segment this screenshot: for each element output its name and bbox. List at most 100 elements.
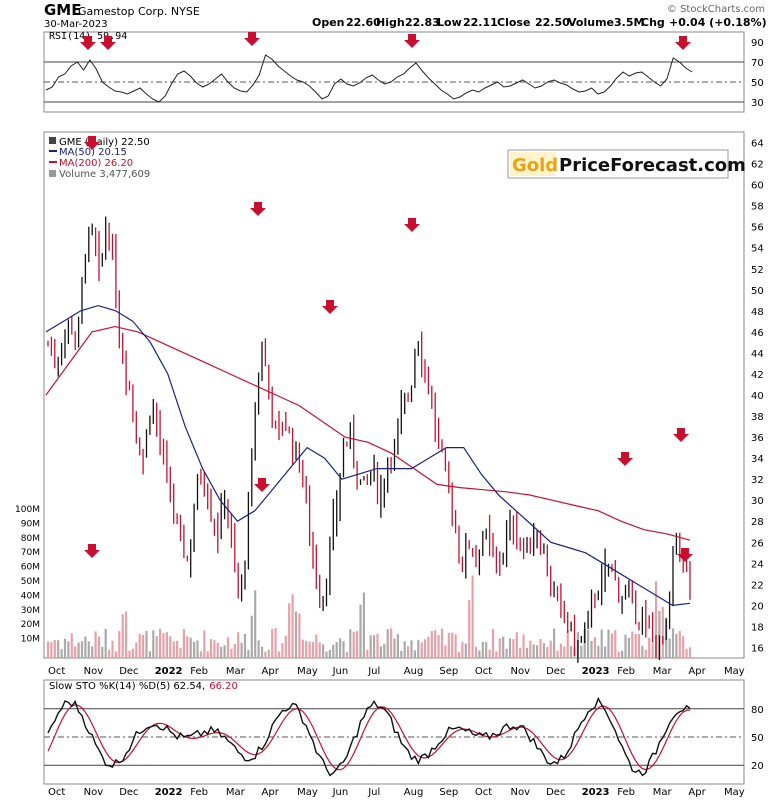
rsi-tick-label: 30 bbox=[751, 98, 764, 109]
x-tick-label: Jun bbox=[332, 787, 349, 798]
x-tick-label: Apr bbox=[688, 787, 706, 798]
volume-tick-label: 60M bbox=[21, 563, 40, 573]
price-axis-ticks: 64 62 60 58 56 54 52 50 48 46 44 42 40 38 36 34 32 30 28 26… bbox=[751, 139, 764, 655]
price-tick-label: 16 bbox=[751, 643, 764, 654]
rsi-tick-label: 70 bbox=[751, 58, 764, 69]
x-tick-label: Nov bbox=[511, 666, 531, 677]
sto-panel-frame bbox=[43, 679, 745, 785]
open-label: Open bbox=[312, 16, 345, 29]
price-tick-label: 62 bbox=[751, 160, 764, 171]
price-bars bbox=[47, 216, 691, 663]
ma50-legend-swatch bbox=[49, 150, 57, 152]
price-tick-label: 34 bbox=[751, 454, 764, 465]
signal-arrow-icon bbox=[250, 202, 266, 216]
signal-arrow-icon bbox=[617, 452, 633, 466]
sto-d-line bbox=[47, 704, 691, 771]
price-legend-text: GME (Daily) 22.50 bbox=[59, 137, 150, 148]
x-tick-label: Feb bbox=[190, 666, 208, 677]
sto-tick-label: 50 bbox=[751, 733, 764, 744]
sto-legend-prefix: Slow STO %K(14) %D(5) 62.54, bbox=[49, 681, 205, 692]
x-tick-label: Dec bbox=[546, 787, 565, 798]
volume-bars bbox=[46, 575, 692, 658]
volume-tick-label: 80M bbox=[21, 534, 40, 544]
x-tick-label: Apr bbox=[262, 787, 280, 798]
volume-tick-label: 40M bbox=[21, 591, 40, 601]
x-tick-label: Mar bbox=[226, 787, 246, 798]
close-label: Close bbox=[497, 16, 530, 29]
price-panel-frame bbox=[43, 131, 745, 659]
x-tick-label: Sep bbox=[439, 666, 458, 677]
volume-legend-swatch bbox=[49, 170, 56, 177]
x-tick-label: Jul bbox=[367, 787, 380, 798]
x-axis-labels-price: Oct Nov Dec 2022 Feb Mar Apr May Jun Jul Aug Sep Oct… bbox=[48, 666, 745, 677]
low-value: 22.11 bbox=[463, 16, 498, 29]
signal-arrow-icon bbox=[673, 428, 689, 442]
x-tick-label: Oct bbox=[475, 666, 492, 677]
price-tick-label: 30 bbox=[751, 496, 764, 507]
x-tick-label: Dec bbox=[119, 666, 138, 677]
ma50-legend-text: MA(50) 20.15 bbox=[59, 147, 127, 158]
price-tick-label: 48 bbox=[751, 307, 764, 318]
volume-tick-label: 30M bbox=[21, 606, 40, 616]
x-tick-label: Feb bbox=[617, 666, 635, 677]
signal-arrows bbox=[80, 32, 693, 562]
price-tick-label: 52 bbox=[751, 265, 764, 276]
x-tick-label: Jun bbox=[332, 666, 349, 677]
x-tick-label: Apr bbox=[688, 666, 706, 677]
rsi-reference-lines bbox=[44, 61, 744, 103]
signal-arrow-icon bbox=[254, 478, 270, 492]
x-tick-label: Nov bbox=[511, 787, 531, 798]
x-tick-label: Apr bbox=[262, 666, 280, 677]
logo-gold-bg bbox=[510, 152, 556, 176]
x-tick-label: Oct bbox=[48, 787, 65, 798]
price-tick-label: 22 bbox=[751, 580, 764, 591]
volume-tick-label: 100M bbox=[15, 505, 40, 515]
x-tick-label: Mar bbox=[653, 666, 673, 677]
volume-axis-ticks: 100M 90M 80M 70M 60M 50M 40M 30M 20M 10M bbox=[15, 505, 40, 645]
signal-arrow-icon bbox=[84, 544, 100, 558]
x-tick-label: Feb bbox=[190, 787, 208, 798]
volume-legend-text: Volume 3,477,609 bbox=[59, 169, 150, 180]
volume-tick-label: 50M bbox=[21, 577, 40, 587]
close-value: 22.50 bbox=[535, 16, 570, 29]
signal-arrow-icon bbox=[675, 36, 691, 50]
source-credit: © StockCharts.com bbox=[667, 4, 765, 15]
signal-arrow-icon bbox=[84, 136, 100, 150]
sto-axis-ticks: 80 50 20 bbox=[751, 705, 764, 772]
sto-legend-d: 66.20 bbox=[209, 681, 238, 692]
price-legend-swatch bbox=[49, 137, 56, 144]
x-tick-label: 2023 bbox=[582, 787, 610, 798]
chg-label: Chg bbox=[641, 16, 665, 29]
x-tick-label: Dec bbox=[119, 787, 138, 798]
x-tick-label: Nov bbox=[84, 787, 104, 798]
x-tick-label: Nov bbox=[84, 666, 104, 677]
x-tick-label: 2023 bbox=[582, 666, 610, 677]
price-legend: GME (Daily) 22.50 MA(50) 20.15 MA(200) 2… bbox=[49, 137, 150, 180]
volume-value: 3.5M bbox=[614, 16, 644, 29]
rsi-tick-label: 90 bbox=[751, 38, 764, 49]
open-value: 22.60 bbox=[346, 16, 381, 29]
price-tick-label: 50 bbox=[751, 286, 764, 297]
x-tick-label: May bbox=[297, 787, 318, 798]
signal-arrow-icon bbox=[100, 36, 116, 50]
ma200-line bbox=[45, 325, 691, 541]
price-tick-label: 46 bbox=[751, 328, 764, 339]
price-tick-label: 38 bbox=[751, 412, 764, 423]
rsi-panel-frame bbox=[43, 31, 745, 113]
high-value: 22.83 bbox=[405, 16, 440, 29]
sto-tick-label: 80 bbox=[751, 705, 764, 716]
chg-value: +0.04 (+0.18%) bbox=[669, 16, 767, 29]
x-tick-label: May bbox=[724, 666, 745, 677]
volume-tick-label: 70M bbox=[21, 548, 40, 558]
rsi-tick-label: 50 bbox=[751, 78, 764, 89]
price-tick-label: 18 bbox=[751, 622, 764, 633]
logo-rest-text: PriceForecast.com bbox=[559, 155, 746, 176]
price-tick-label: 42 bbox=[751, 370, 764, 381]
price-tick-label: 28 bbox=[751, 517, 764, 528]
price-tick-label: 56 bbox=[751, 223, 764, 234]
ma50-line bbox=[45, 304, 691, 607]
price-tick-label: 58 bbox=[751, 202, 764, 213]
sto-legend: Slow STO %K(14) %D(5) 62.54, 66.20 bbox=[49, 681, 238, 692]
x-tick-label: Mar bbox=[653, 787, 673, 798]
